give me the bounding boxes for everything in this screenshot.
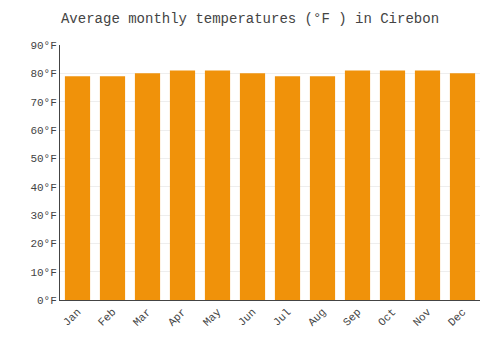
svg-text:Apr: Apr	[166, 306, 188, 328]
svg-text:Oct: Oct	[376, 306, 398, 328]
svg-text:Jun: Jun	[236, 306, 258, 328]
svg-text:Mar: Mar	[131, 306, 153, 328]
svg-text:Sep: Sep	[341, 306, 363, 328]
svg-text:Aug: Aug	[306, 306, 328, 328]
svg-text:Average monthly temperatures (: Average monthly temperatures (°F ) in Ci…	[61, 11, 439, 27]
svg-text:Jan: Jan	[61, 306, 83, 328]
svg-text:Jul: Jul	[271, 306, 293, 328]
svg-text:50°F: 50°F	[30, 153, 56, 165]
svg-text:60°F: 60°F	[30, 125, 56, 137]
svg-text:30°F: 30°F	[30, 210, 56, 222]
svg-text:10°F: 10°F	[30, 267, 56, 279]
svg-text:Nov: Nov	[411, 306, 434, 329]
svg-text:80°F: 80°F	[30, 68, 56, 80]
svg-text:70°F: 70°F	[30, 97, 56, 109]
svg-text:May: May	[201, 306, 224, 329]
svg-text:90°F: 90°F	[30, 40, 56, 52]
svg-text:Dec: Dec	[446, 306, 468, 328]
svg-text:40°F: 40°F	[30, 182, 56, 194]
svg-text:Feb: Feb	[96, 306, 118, 328]
svg-text:20°F: 20°F	[30, 238, 56, 250]
svg-text:0°F: 0°F	[37, 295, 57, 307]
